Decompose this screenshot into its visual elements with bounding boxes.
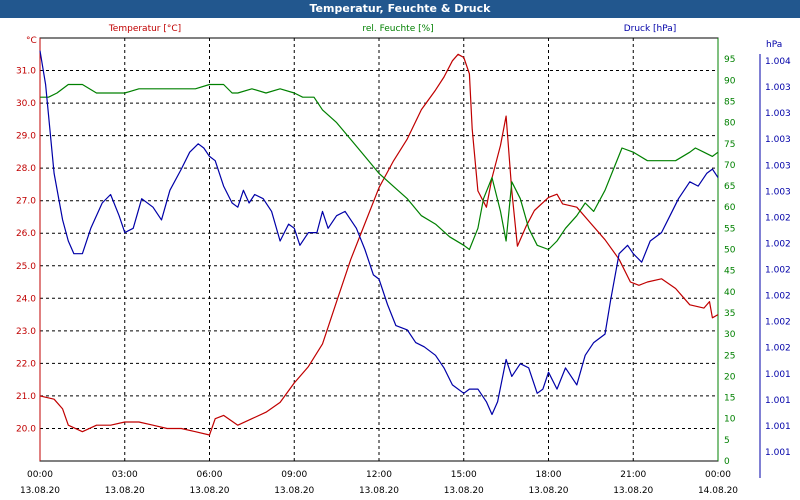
- temperature-tick-label: 20.0: [16, 424, 36, 434]
- pressure-axis: 1.001 1.001 1.001 1.001 1.002 1.002 1.002 1.002…: [759, 54, 791, 478]
- humidity-tick-label: 95: [724, 55, 735, 65]
- pressure-tick-label: 1.002: [765, 213, 791, 223]
- pressure-tick-label: 1.003: [765, 109, 791, 119]
- pressure-tick-label: 1.003: [765, 187, 791, 197]
- x-tick-time-label: 09:00: [281, 470, 307, 480]
- temperature-unit-label: °C: [26, 36, 37, 46]
- temperature-series-line: [39, 53, 719, 436]
- grid: [39, 37, 719, 462]
- x-tick-time-label: 15:00: [451, 470, 477, 480]
- x-tick-time-label: 00:00: [705, 470, 731, 480]
- humidity-tick-label: 55: [724, 224, 735, 234]
- x-axis: 00:00 13.08.20 03:00 13.08.20 06:00 13.08.20 0…: [20, 470, 738, 496]
- x-tick-time-label: 12:00: [366, 470, 392, 480]
- pressure-tick-label: 1.001: [765, 396, 791, 406]
- axis-labels: °C Temperatur [°C] rel. Feuchte [%] Druc…: [26, 24, 782, 50]
- humidity-tick-label: 10: [724, 415, 736, 425]
- humidity-tick-label: 75: [724, 140, 735, 150]
- x-tick-time-label: 18:00: [536, 470, 562, 480]
- humidity-tick-label: 65: [724, 182, 735, 192]
- series-lines: [39, 50, 719, 436]
- temperature-tick-label: 23.0: [16, 327, 36, 337]
- pressure-unit-label: hPa: [766, 40, 782, 50]
- x-tick-date-label: 13.08.20: [274, 486, 314, 496]
- pressure-tick-label: 1.002: [765, 344, 791, 354]
- pressure-tick-label: 1.001: [765, 422, 791, 432]
- pressure-tick-label: 1.001: [765, 370, 791, 380]
- pressure-tick-label: 1.002: [765, 292, 791, 302]
- chart-title: Temperatur, Feuchte & Druck: [0, 0, 800, 18]
- humidity-tick-label: 30: [724, 330, 736, 340]
- temperature-tick-label: 22.0: [16, 359, 36, 369]
- temperature-tick-label: 27.0: [16, 197, 36, 207]
- pressure-tick-label: 1.004: [765, 57, 791, 67]
- temperature-tick-label: 25.0: [16, 262, 36, 272]
- x-tick-time-label: 06:00: [197, 470, 223, 480]
- humidity-tick-label: 80: [724, 119, 736, 129]
- x-tick-date-label: 13.08.20: [105, 486, 145, 496]
- temperature-tick-label: 24.0: [16, 294, 36, 304]
- pressure-axis-label: Druck [hPa]: [624, 24, 677, 34]
- humidity-tick-label: 90: [724, 76, 736, 86]
- humidity-tick-label: 40: [724, 288, 736, 298]
- x-tick-time-label: 03:00: [112, 470, 138, 480]
- temperature-tick-label: 26.0: [16, 229, 36, 239]
- x-tick-time-label: 21:00: [620, 470, 646, 480]
- pressure-tick-label: 1.002: [765, 266, 791, 276]
- humidity-tick-label: 85: [724, 97, 735, 107]
- x-tick-date-label: 13.08.20: [359, 486, 399, 496]
- humidity-tick-label: 15: [724, 394, 735, 404]
- x-tick-date-label: 13.08.20: [613, 486, 653, 496]
- temperature-tick-label: 30.0: [16, 99, 36, 109]
- x-tick-date-label: 13.08.20: [189, 486, 229, 496]
- humidity-tick-label: 5: [724, 436, 730, 446]
- humidity-tick-label: 0: [724, 457, 730, 467]
- humidity-tick-label: 60: [724, 203, 736, 213]
- pressure-tick-label: 1.003: [765, 135, 791, 145]
- temperature-tick-label: 31.0: [16, 67, 36, 77]
- humidity-tick-label: 45: [724, 267, 735, 277]
- x-tick-time-label: 00:00: [27, 470, 53, 480]
- x-tick-date-label: 13.08.20: [20, 486, 60, 496]
- temperature-axis: 20.0 21.0 22.0 23.0 24.0 25.0 26.0 27.0 28.0 29.0…: [16, 38, 41, 461]
- humidity-tick-label: 70: [724, 161, 736, 171]
- humidity-tick-label: 20: [724, 372, 736, 382]
- x-tick-date-label: 14.08.20: [698, 486, 738, 496]
- pressure-tick-label: 1.003: [765, 83, 791, 93]
- pressure-tick-label: 1.002: [765, 239, 791, 249]
- humidity-series-line: [40, 83, 719, 251]
- humidity-tick-label: 50: [724, 246, 736, 256]
- pressure-tick-label: 1.001: [765, 448, 791, 458]
- temperature-axis-label: Temperatur [°C]: [108, 24, 181, 34]
- x-tick-date-label: 13.08.20: [444, 486, 484, 496]
- pressure-tick-label: 1.003: [765, 161, 791, 171]
- temperature-tick-label: 21.0: [16, 392, 36, 402]
- temperature-tick-label: 28.0: [16, 164, 36, 174]
- pressure-series-line: [39, 50, 719, 416]
- temperature-tick-label: 29.0: [16, 132, 36, 142]
- pressure-tick-label: 1.002: [765, 318, 791, 328]
- x-tick-date-label: 13.08.20: [528, 486, 568, 496]
- humidity-tick-label: 35: [724, 309, 735, 319]
- humidity-tick-label: 25: [724, 351, 735, 361]
- humidity-axis-label: rel. Feuchte [%]: [362, 24, 433, 34]
- humidity-axis: 0 5 10 15 20 25 30 35 40 45 50 55 60 65 70 75 80 85 90 95: [717, 38, 736, 467]
- chart-plot: 20.0 21.0 22.0 23.0 24.0 25.0 26.0 27.0 28.0 29.0…: [16, 24, 791, 496]
